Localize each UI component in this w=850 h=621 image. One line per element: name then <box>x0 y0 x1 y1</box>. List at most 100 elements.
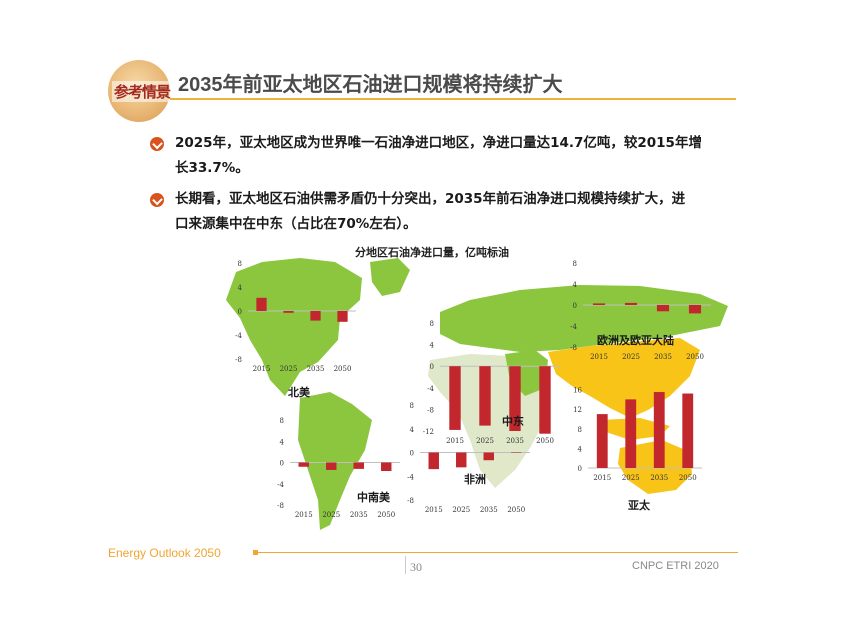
panel-2-category-label: 2015 <box>446 437 464 445</box>
panel-0-tick-label: 4 <box>238 284 243 292</box>
panel-2-region-label: 中东 <box>502 414 524 428</box>
panel-3-bar <box>625 399 637 468</box>
panel-4-category-label: 2035 <box>350 511 368 519</box>
panel-1-tick-label: 4 <box>573 281 578 289</box>
panel-0-category-label: 2015 <box>253 365 271 373</box>
bullet-2-line-1: 长期看，亚太地区石油供需矛盾仍十分突出，2035年前石油净进口规模持续扩大，进 <box>175 191 686 207</box>
panel-3-bar <box>682 393 694 468</box>
panel-4-category-label: 2050 <box>377 511 395 519</box>
page-title: 2035年前亚太地区石油进口规模将持续扩大 <box>178 74 563 96</box>
panel-0-category-label: 2050 <box>334 365 352 373</box>
panel-4-category-label: 2025 <box>322 511 340 519</box>
panel-0-region-label: 北美 <box>288 385 311 399</box>
panel-4-region-label: 中南美 <box>357 490 391 504</box>
panel-5-bar <box>511 452 522 453</box>
bullet-icon-1 <box>150 137 164 151</box>
panel-3-tick-label: 16 <box>573 387 582 395</box>
panel-2-tick-label: 4 <box>430 342 435 350</box>
south-america-shape <box>298 392 372 530</box>
eurasia-shape <box>440 285 728 352</box>
panel-3-bar <box>596 414 608 468</box>
panel-3-category-label: 2050 <box>679 474 697 482</box>
panel-4-bar <box>381 462 392 471</box>
logo-text: 参考情景 <box>112 81 173 102</box>
bullet-text-1: 2025年，亚太地区成为世界唯一石油净进口地区，净进口量达14.7亿吨，较201… <box>175 131 755 181</box>
panel-1-bar <box>592 303 606 305</box>
bullet-icon-2 <box>150 193 164 207</box>
panel-0-tick-label: 0 <box>238 308 242 316</box>
panel-5-tick-label: 4 <box>410 426 415 434</box>
panel-4-bar <box>326 462 337 470</box>
footer-report-name: Energy Outlook 2050 <box>108 546 221 560</box>
panel-0-bar <box>310 311 321 321</box>
panel-3-tick-label: 8 <box>578 426 582 434</box>
panel-5-category-label: 2035 <box>480 506 498 514</box>
panel-4-tick-label: 8 <box>280 417 284 425</box>
panel-1-bar <box>624 302 638 305</box>
panel-1-bar <box>688 305 702 314</box>
panel-2-category-label: 2025 <box>476 437 494 445</box>
bullet-1-line-2: 长33.7%。 <box>175 160 249 176</box>
panel-0-tick-label: -4 <box>235 332 242 340</box>
panel-5-bar <box>428 452 439 470</box>
panel-5-tick-label: 8 <box>410 402 414 410</box>
panel-5-category-label: 2015 <box>425 506 443 514</box>
panel-2-tick-label: 0 <box>430 363 434 371</box>
panel-1-category-label: 2025 <box>622 353 640 361</box>
panel-3-tick-label: 0 <box>578 465 582 473</box>
panel-2-category-label: 2035 <box>506 437 524 445</box>
panel-5-bar <box>483 452 494 461</box>
panel-5-category-label: 2025 <box>452 506 470 514</box>
panel-0-tick-label: 8 <box>238 260 242 268</box>
footer-divider <box>405 556 406 574</box>
panel-0-tick-label: -8 <box>235 356 242 364</box>
panel-5-category-label: 2050 <box>507 506 525 514</box>
panel-5-tick-label: -8 <box>407 497 414 505</box>
panel-1-bar <box>656 305 670 312</box>
panel-3-category-label: 2035 <box>650 474 668 482</box>
panel-0-bar <box>283 311 294 313</box>
panel-4-tick-label: -4 <box>277 481 284 489</box>
panel-2-bar <box>509 366 521 431</box>
footer-rule <box>258 552 738 553</box>
footer-organization: CNPC ETRI 2020 <box>632 560 719 572</box>
panel-0-bar <box>256 297 267 311</box>
panel-0-category-label: 2025 <box>280 365 298 373</box>
bar-charts: 8 4 0 -4 -8 2015 2025 2035 2050 北美 8 4 0 -4 -8 2015 2025… <box>235 260 711 519</box>
footer-square-marker <box>253 550 258 555</box>
panel-5-region-label: 非洲 <box>464 472 486 486</box>
panel-4-tick-label: -8 <box>277 502 284 510</box>
chart-title: 分地区石油净进口量，亿吨标油 <box>355 246 509 259</box>
panel-1-region-label: 欧洲及欧亚大陆 <box>597 333 674 347</box>
panel-2-tick-label: -4 <box>427 385 434 393</box>
panel-3-tick-label: 12 <box>573 406 582 414</box>
panel-5-tick-label: -4 <box>407 473 414 481</box>
panel-4-category-label: 2015 <box>295 511 313 519</box>
panel-1-tick-label: 0 <box>573 302 577 310</box>
panel-2-bar <box>449 366 461 430</box>
panel-3-category-label: 2015 <box>593 474 611 482</box>
panel-0-category-label: 2035 <box>307 365 325 373</box>
panel-3-category-label: 2025 <box>622 474 640 482</box>
panel-2-category-label: 2050 <box>536 437 554 445</box>
panel-1-category-label: 2015 <box>590 353 608 361</box>
panel-2-tick-label: -12 <box>423 428 434 436</box>
panel-2-bar <box>539 366 551 434</box>
panel-3-tick-label: 4 <box>578 445 583 453</box>
panel-1-tick-label: -4 <box>570 323 577 331</box>
greenland-shape <box>370 258 410 296</box>
panel-1-category-label: 2035 <box>654 353 672 361</box>
panel-2-tick-label: -8 <box>427 406 434 414</box>
title-underline <box>170 98 736 100</box>
panel-4-bar <box>353 462 364 469</box>
panel-4-tick-label: 4 <box>280 438 285 446</box>
bullet-text-2: 长期看，亚太地区石油供需矛盾仍十分突出，2035年前石油净进口规模持续扩大，进 … <box>175 187 755 237</box>
panel-4-tick-label: 0 <box>280 460 284 468</box>
panel-1-tick-label: -8 <box>570 344 577 352</box>
panel-3-bar <box>653 392 665 468</box>
panel-5-bar <box>456 452 467 468</box>
panel-4-bar <box>298 462 309 467</box>
panel-1-category-label: 2050 <box>686 353 704 361</box>
north-america-shape <box>226 258 362 396</box>
